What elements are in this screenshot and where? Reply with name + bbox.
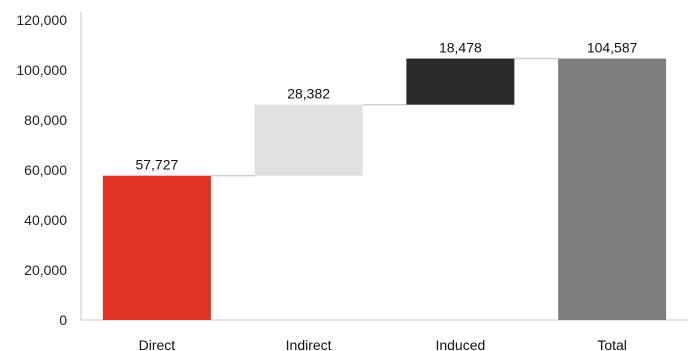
y-tick-label: 60,000 — [24, 162, 67, 178]
category-label-indirect: Indirect — [286, 337, 332, 351]
bar-indirect — [254, 104, 363, 176]
data-label-induced: 18,478 — [439, 40, 482, 56]
bar-total — [558, 58, 667, 320]
connector-lines — [210, 57, 559, 177]
bars — [102, 58, 667, 320]
bar-direct — [102, 175, 211, 320]
y-tick-label: 20,000 — [24, 262, 67, 278]
category-label-direct: Direct — [139, 337, 176, 351]
y-tick-label: 40,000 — [24, 212, 67, 228]
y-tick-label: 100,000 — [16, 62, 67, 78]
category-label-total: Total — [597, 337, 627, 351]
data-labels: 57,727 28,382 18,478 104,587 — [135, 40, 637, 173]
y-tick-label: 80,000 — [24, 112, 67, 128]
bar-induced — [406, 58, 515, 105]
y-tick-label: 120,000 — [16, 12, 67, 28]
y-tick-label: 0 — [59, 312, 67, 328]
data-label-direct: 57,727 — [135, 157, 178, 173]
data-label-total: 104,587 — [587, 40, 638, 56]
y-axis-ticks: 0 20,000 40,000 60,000 80,000 100,000 120,000 — [16, 12, 67, 328]
data-label-indirect: 28,382 — [287, 86, 330, 102]
x-axis-category-labels: Direct Indirect Induced Total — [139, 337, 627, 351]
category-label-induced: Induced — [435, 337, 485, 351]
